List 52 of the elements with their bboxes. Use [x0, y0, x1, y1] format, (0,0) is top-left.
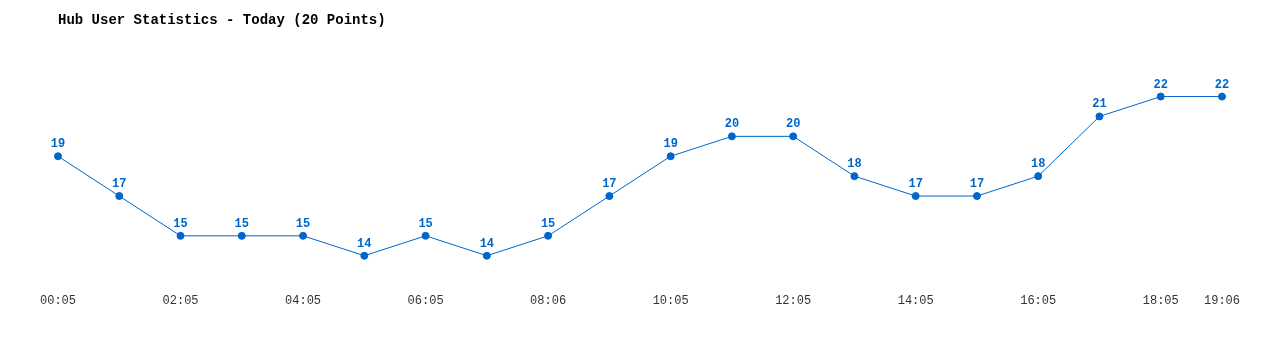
- point: [727, 132, 736, 141]
- data-label: 15: [295, 216, 311, 231]
- x-tick-label: 00:05: [39, 293, 77, 308]
- point: [360, 251, 369, 260]
- point: [850, 172, 859, 181]
- data-label: 19: [663, 137, 678, 152]
- data-label: 18: [1031, 157, 1046, 172]
- x-tick-label: 06:05: [407, 293, 444, 308]
- point: [1095, 112, 1104, 121]
- data-label: 20: [724, 117, 740, 132]
- chart-title: Hub User Statistics - Today (20 Points): [58, 11, 386, 28]
- point: [1156, 92, 1165, 101]
- x-tick-label: 08:06: [530, 293, 567, 308]
- data-label: 18: [847, 157, 862, 172]
- data-label: 14: [357, 236, 372, 251]
- data-label: 15: [234, 216, 249, 231]
- x-tick-label: 19:06: [1203, 293, 1241, 308]
- point: [789, 132, 798, 141]
- x-tick-label: 18:05: [1142, 293, 1179, 308]
- point: [1218, 92, 1226, 101]
- x-tick-label: 02:05: [162, 293, 199, 308]
- data-label: 17: [969, 177, 985, 192]
- x-tick-label: 16:05: [1020, 293, 1057, 308]
- x-tick-label: 14:05: [897, 293, 934, 308]
- point: [1034, 172, 1043, 181]
- point: [911, 192, 920, 201]
- x-tick-label: 12:05: [775, 293, 812, 308]
- x-tick-label: 10:05: [652, 293, 689, 308]
- point: [115, 192, 124, 201]
- point: [299, 231, 308, 240]
- data-label: 17: [112, 177, 127, 192]
- point: [605, 192, 614, 201]
- point: [972, 192, 981, 201]
- data-label: 15: [418, 216, 433, 231]
- point: [666, 152, 675, 161]
- x-tick-label: 04:05: [285, 293, 322, 308]
- data-label: 17: [602, 177, 617, 192]
- point: [482, 251, 491, 260]
- data-label: 22: [1214, 77, 1230, 92]
- data-label: 17: [908, 177, 923, 192]
- data-label: 21: [1092, 97, 1107, 112]
- data-label: 20: [785, 117, 801, 132]
- data-label: 22: [1153, 77, 1168, 92]
- data-label: 14: [479, 236, 495, 251]
- point: [544, 231, 553, 240]
- point: [421, 231, 430, 240]
- data-label: 15: [173, 216, 188, 231]
- point: [237, 231, 246, 240]
- point: [54, 152, 62, 161]
- data-label: 19: [50, 137, 66, 152]
- data-label: 15: [540, 216, 556, 231]
- point: [176, 231, 185, 240]
